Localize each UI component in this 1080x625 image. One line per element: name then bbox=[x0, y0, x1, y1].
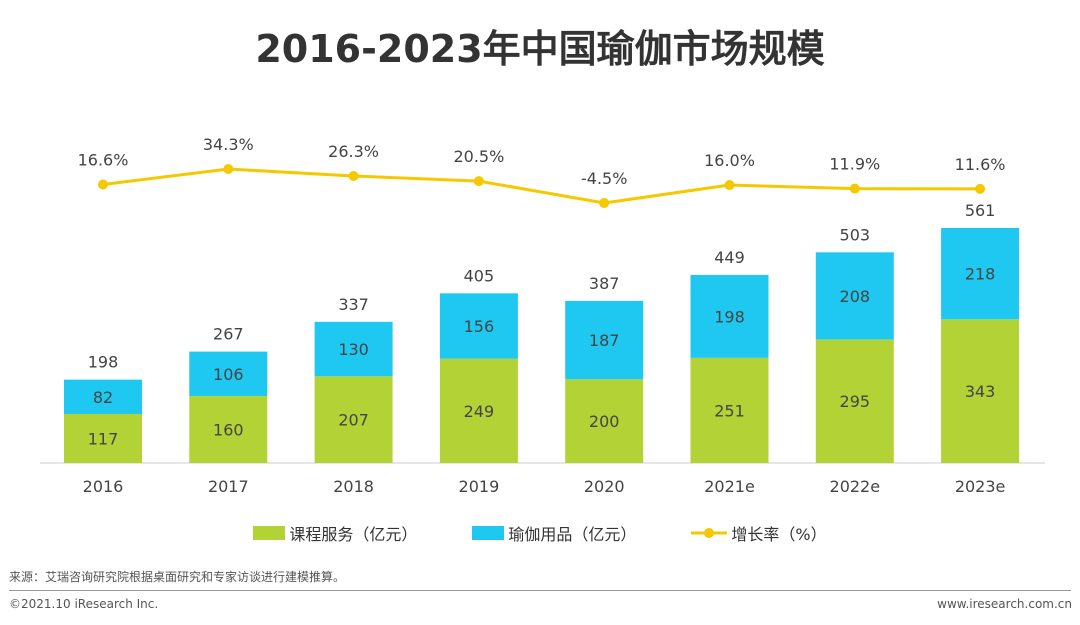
data-label-total: 198 bbox=[88, 353, 119, 372]
data-label-products: 106 bbox=[213, 365, 244, 384]
x-tick-label: 2023e bbox=[955, 477, 1006, 496]
data-label-course: 117 bbox=[88, 429, 119, 448]
data-label-total: 387 bbox=[589, 274, 620, 293]
legend-label: 瑜伽用品（亿元） bbox=[508, 525, 637, 544]
bar-products-2020 bbox=[565, 300, 644, 380]
bar-course-2021e bbox=[690, 357, 769, 463]
bar-products-2023e bbox=[941, 228, 1020, 320]
data-label-products: 82 bbox=[93, 388, 113, 407]
footer-divider bbox=[9, 590, 1071, 591]
bar-course-2018 bbox=[314, 376, 393, 463]
x-tick-label: 2019 bbox=[459, 477, 500, 496]
growth-label: 11.6% bbox=[955, 155, 1006, 174]
bar-products-2018 bbox=[314, 321, 393, 377]
bar-course-2019 bbox=[439, 358, 518, 463]
growth-point-2016 bbox=[98, 179, 108, 190]
growth-label: 16.6% bbox=[78, 151, 129, 170]
source-note: 来源：艾瑞咨询研究院根据桌面研究和专家访谈进行建模推算。 bbox=[9, 570, 346, 584]
growth-point-2019 bbox=[473, 176, 484, 187]
growth-label: 16.0% bbox=[704, 151, 755, 170]
growth-point-2020 bbox=[599, 197, 610, 208]
website: www.iresearch.com.cn bbox=[937, 597, 1072, 611]
data-label-total: 337 bbox=[338, 295, 369, 314]
growth-label: -4.5% bbox=[581, 169, 627, 188]
growth-point-2018 bbox=[348, 171, 359, 182]
data-label-course: 200 bbox=[589, 412, 620, 431]
bar-course-2022e bbox=[815, 339, 894, 463]
legend-item-products: 瑜伽用品（亿元） bbox=[472, 521, 636, 545]
bar-course-2017 bbox=[189, 395, 268, 463]
data-label-course: 207 bbox=[338, 411, 369, 430]
bar-products-2017 bbox=[189, 351, 268, 396]
chart-area: 117 82 198 2016 160 106 267 2017 207 130 337 2018 24… bbox=[40, 135, 1045, 496]
data-label-total: 561 bbox=[965, 201, 996, 220]
x-tick-label: 2016 bbox=[83, 477, 124, 496]
x-tick-label: 2017 bbox=[208, 477, 249, 496]
copyright: ©2021.10 iResearch Inc. bbox=[9, 597, 159, 611]
legend-label: 课程服务（亿元） bbox=[289, 525, 418, 544]
data-label-products: 218 bbox=[965, 265, 996, 284]
data-label-total: 503 bbox=[840, 225, 871, 244]
data-label-products: 130 bbox=[338, 340, 369, 359]
x-tick-label: 2021e bbox=[704, 477, 755, 496]
bar-course-2016 bbox=[64, 413, 142, 463]
data-label-course: 249 bbox=[464, 402, 495, 421]
legend: 课程服务（亿元） 瑜伽用品（亿元） 增长率（%） bbox=[0, 521, 1080, 545]
bar-products-2016 bbox=[64, 379, 142, 414]
legend-item-course: 课程服务（亿元） bbox=[253, 521, 417, 545]
data-label-total: 267 bbox=[213, 325, 244, 344]
data-label-course: 295 bbox=[840, 392, 871, 411]
growth-label: 34.3% bbox=[203, 135, 254, 154]
x-tick-label: 2022e bbox=[830, 477, 881, 496]
growth-point-2021e bbox=[724, 180, 735, 191]
growth-point-2023e bbox=[975, 183, 986, 194]
x-tick-label: 2020 bbox=[584, 477, 625, 496]
bar-course-2023e bbox=[941, 319, 1020, 463]
growth-label: 11.9% bbox=[829, 155, 880, 174]
chart-title: 2016-2023年中国瑜伽市场规模 bbox=[255, 27, 825, 71]
bar-products-2019 bbox=[439, 293, 518, 359]
data-label-total: 405 bbox=[464, 266, 495, 285]
data-label-products: 156 bbox=[464, 317, 495, 336]
legend-swatch-products bbox=[472, 526, 505, 540]
growth-line bbox=[102, 167, 981, 205]
growth-label: 26.3% bbox=[328, 142, 379, 161]
data-label-products: 198 bbox=[714, 307, 745, 326]
x-tick-label: 2018 bbox=[333, 477, 374, 496]
data-label-course: 343 bbox=[965, 382, 996, 401]
legend-label: 增长率（%） bbox=[731, 525, 827, 544]
data-label-course: 160 bbox=[213, 420, 244, 439]
bar-course-2020 bbox=[565, 379, 644, 463]
legend-item-growth: 增长率（%） bbox=[691, 521, 827, 545]
legend-line-marker-icon bbox=[691, 528, 728, 538]
data-label-total: 449 bbox=[714, 248, 745, 267]
data-label-course: 251 bbox=[714, 401, 745, 420]
growth-point-2022e bbox=[849, 183, 860, 194]
bar-products-2022e bbox=[815, 252, 894, 340]
growth-point-2017 bbox=[223, 164, 234, 174]
data-label-products: 187 bbox=[589, 331, 620, 350]
bar-products-2021e bbox=[690, 274, 769, 358]
data-label-products: 208 bbox=[840, 287, 871, 306]
legend-swatch-course bbox=[253, 526, 286, 540]
growth-label: 20.5% bbox=[453, 147, 504, 166]
